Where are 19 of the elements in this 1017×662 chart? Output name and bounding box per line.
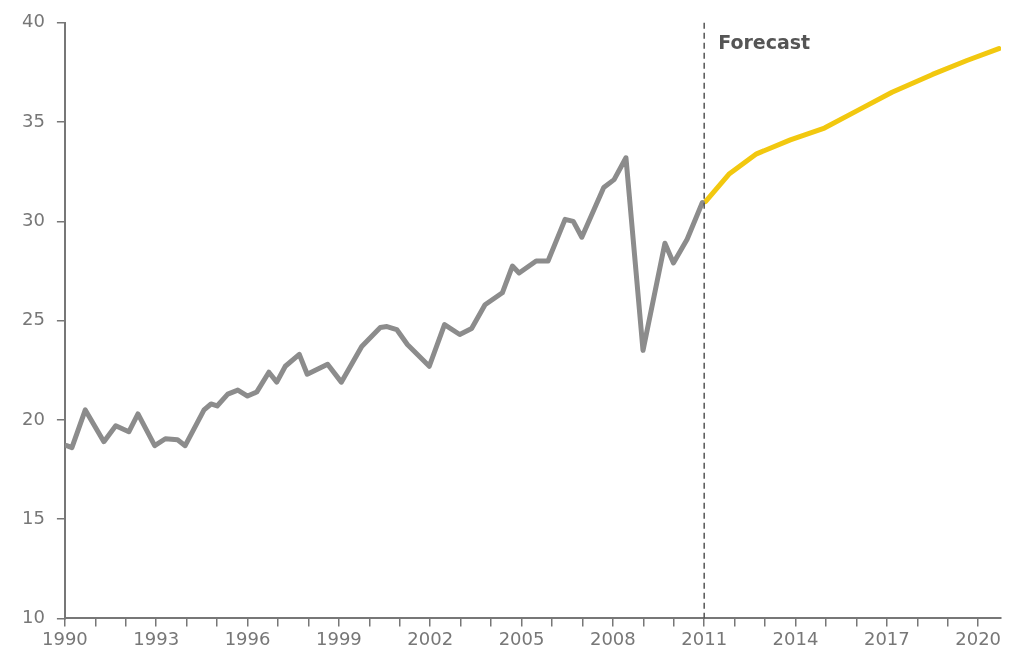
x-tick-label: 2020 xyxy=(955,627,1002,649)
y-tick-label: 15 xyxy=(22,506,45,528)
y-tick-label: 25 xyxy=(22,308,45,330)
x-tick-label: 2011 xyxy=(681,627,728,649)
y-tick-label: 35 xyxy=(22,109,45,131)
y-tick-label: 30 xyxy=(22,209,45,231)
x-tick-label: 2002 xyxy=(407,627,454,649)
x-tick-label: 1993 xyxy=(133,627,180,649)
x-tick-label: 1996 xyxy=(224,627,271,649)
x-tick-label: 2005 xyxy=(498,627,545,649)
x-tick-label: 2017 xyxy=(863,627,910,649)
x-tick-label: 2008 xyxy=(589,627,636,649)
x-tick-label: 1990 xyxy=(42,627,88,649)
y-tick-label: 40 xyxy=(22,10,45,32)
y-tick-label: 10 xyxy=(22,606,45,628)
x-tick-label: 1999 xyxy=(315,627,362,649)
x-tick-label: 2014 xyxy=(772,627,819,649)
y-tick-label: 20 xyxy=(22,407,45,429)
ref-line-label: Forecast xyxy=(718,31,811,54)
